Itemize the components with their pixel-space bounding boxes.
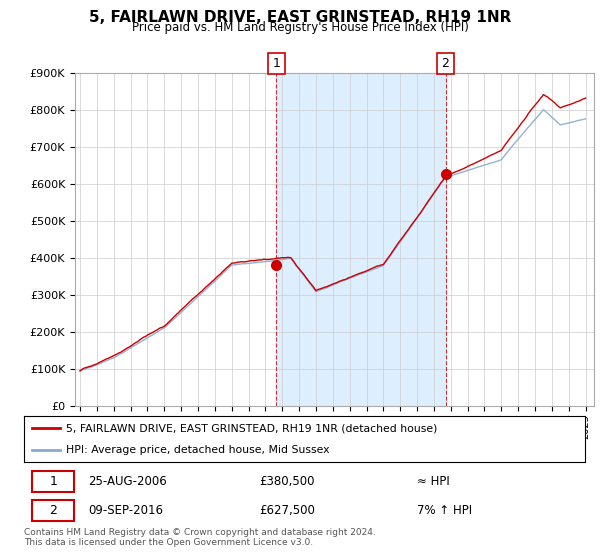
Text: HPI: Average price, detached house, Mid Sussex: HPI: Average price, detached house, Mid … [66,445,329,455]
Text: ≈ HPI: ≈ HPI [416,475,449,488]
Text: £380,500: £380,500 [260,475,315,488]
Text: Price paid vs. HM Land Registry's House Price Index (HPI): Price paid vs. HM Land Registry's House … [131,21,469,34]
FancyBboxPatch shape [32,470,74,492]
Text: 2: 2 [442,57,449,70]
Text: 25-AUG-2006: 25-AUG-2006 [89,475,167,488]
Text: £627,500: £627,500 [260,504,316,517]
FancyBboxPatch shape [32,500,74,521]
Text: 1: 1 [50,475,58,488]
Bar [277,73,446,406]
Text: 7% ↑ HPI: 7% ↑ HPI [416,504,472,517]
Text: Contains HM Land Registry data © Crown copyright and database right 2024.
This d: Contains HM Land Registry data © Crown c… [24,528,376,547]
Text: 1: 1 [272,57,280,70]
Text: 2: 2 [50,504,58,517]
Text: 5, FAIRLAWN DRIVE, EAST GRINSTEAD, RH19 1NR: 5, FAIRLAWN DRIVE, EAST GRINSTEAD, RH19 … [89,10,511,25]
Text: 5, FAIRLAWN DRIVE, EAST GRINSTEAD, RH19 1NR (detached house): 5, FAIRLAWN DRIVE, EAST GRINSTEAD, RH19 … [66,423,437,433]
Text: 09-SEP-2016: 09-SEP-2016 [89,504,164,517]
